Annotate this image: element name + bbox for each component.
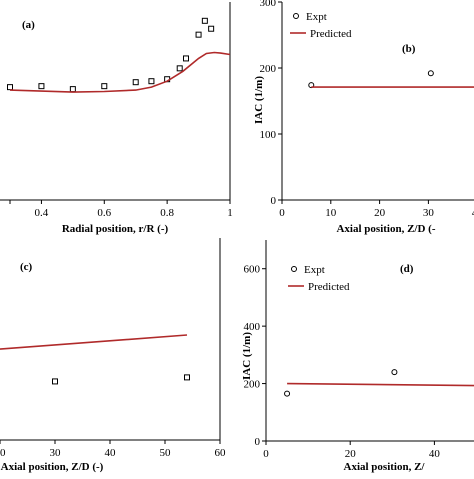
x-tick-label: 30 xyxy=(50,447,62,459)
legend-marker-expt xyxy=(293,13,299,19)
data-point-circle xyxy=(391,369,398,376)
panel-a: 0.4 0.6 0.8 1 Radial position, r/R (-) (a) xyxy=(0,2,233,235)
data-point-square xyxy=(201,17,208,24)
panel-b: 0 10 20 30 40 0 100 200 300 Axial position, Z/D (… xyxy=(253,0,474,235)
data-point-square xyxy=(148,78,155,85)
x-tick-label: 20 xyxy=(374,207,386,219)
x-tick-label: 1 xyxy=(227,207,233,219)
x-axis-label: Axial position, Z/ xyxy=(344,461,426,473)
legend-label-predicted: Predicted xyxy=(310,28,352,40)
panel-label: (c) xyxy=(20,261,33,273)
x-tick-label: 40 xyxy=(429,448,441,460)
x-axis-label: Axial position, Z/D (- xyxy=(336,223,435,235)
x-tick-label: 40 xyxy=(472,207,474,219)
data-point-circle xyxy=(284,390,291,397)
data-point-square xyxy=(69,86,76,93)
legend-marker-expt xyxy=(291,266,297,272)
x-axis-label: Axial position, Z/D (-) xyxy=(1,461,104,473)
x-tick-label: 60 xyxy=(215,447,227,459)
y-tick-label: 600 xyxy=(244,264,261,276)
x-tick-label: 10 xyxy=(325,207,337,219)
x-tick-label: 50 xyxy=(160,447,172,459)
data-point-square xyxy=(101,83,108,90)
x-axis-label: Radial position, r/R (-) xyxy=(62,223,169,235)
y-axis-label: IAC (1/m) xyxy=(241,332,253,380)
y-axis-label: IAC (1/m) xyxy=(253,76,265,124)
data-point-square xyxy=(195,31,202,38)
x-tick-label: 40 xyxy=(105,447,117,459)
data-point-square xyxy=(7,84,13,91)
data-point-square xyxy=(184,374,190,381)
legend-label-predicted: Predicted xyxy=(308,281,350,293)
y-tick-label: 200 xyxy=(244,379,261,391)
x-tick-label: 0.4 xyxy=(35,207,49,219)
legend-label-expt: Expt xyxy=(304,264,325,276)
y-tick-label: 0 xyxy=(255,436,261,448)
data-point-square xyxy=(132,79,139,86)
data-point-square xyxy=(176,65,183,72)
data-point-square xyxy=(52,378,58,385)
predicted-line xyxy=(287,382,474,387)
x-tick-label: 30 xyxy=(423,207,435,219)
panel-label: (d) xyxy=(400,263,414,275)
y-tick-label: 200 xyxy=(260,63,277,75)
data-point-circle xyxy=(427,70,434,77)
x-tick-label: 0 xyxy=(279,207,285,219)
panel-label: (b) xyxy=(402,43,416,55)
y-tick-label: 0 xyxy=(271,195,277,207)
data-point-square xyxy=(183,55,189,62)
predicted-line xyxy=(9,51,231,93)
data-point-square xyxy=(38,83,45,90)
x-tick-label: 20 xyxy=(0,447,6,459)
y-tick-label: 300 xyxy=(260,0,277,9)
panel-c: 20 30 40 50 60 Axial position, Z/D (-) (c) xyxy=(0,238,226,473)
y-tick-label: 400 xyxy=(244,321,261,333)
legend-label-expt: Expt xyxy=(306,11,327,23)
x-tick-label: 0.8 xyxy=(160,207,174,219)
x-tick-label: 20 xyxy=(345,448,357,460)
panel-label: (a) xyxy=(22,19,35,31)
x-tick-label: 0.6 xyxy=(97,207,111,219)
x-tick-label: 0 xyxy=(263,448,269,460)
y-tick-label: 100 xyxy=(260,129,277,141)
predicted-line xyxy=(0,334,188,350)
data-point-square xyxy=(208,25,215,32)
